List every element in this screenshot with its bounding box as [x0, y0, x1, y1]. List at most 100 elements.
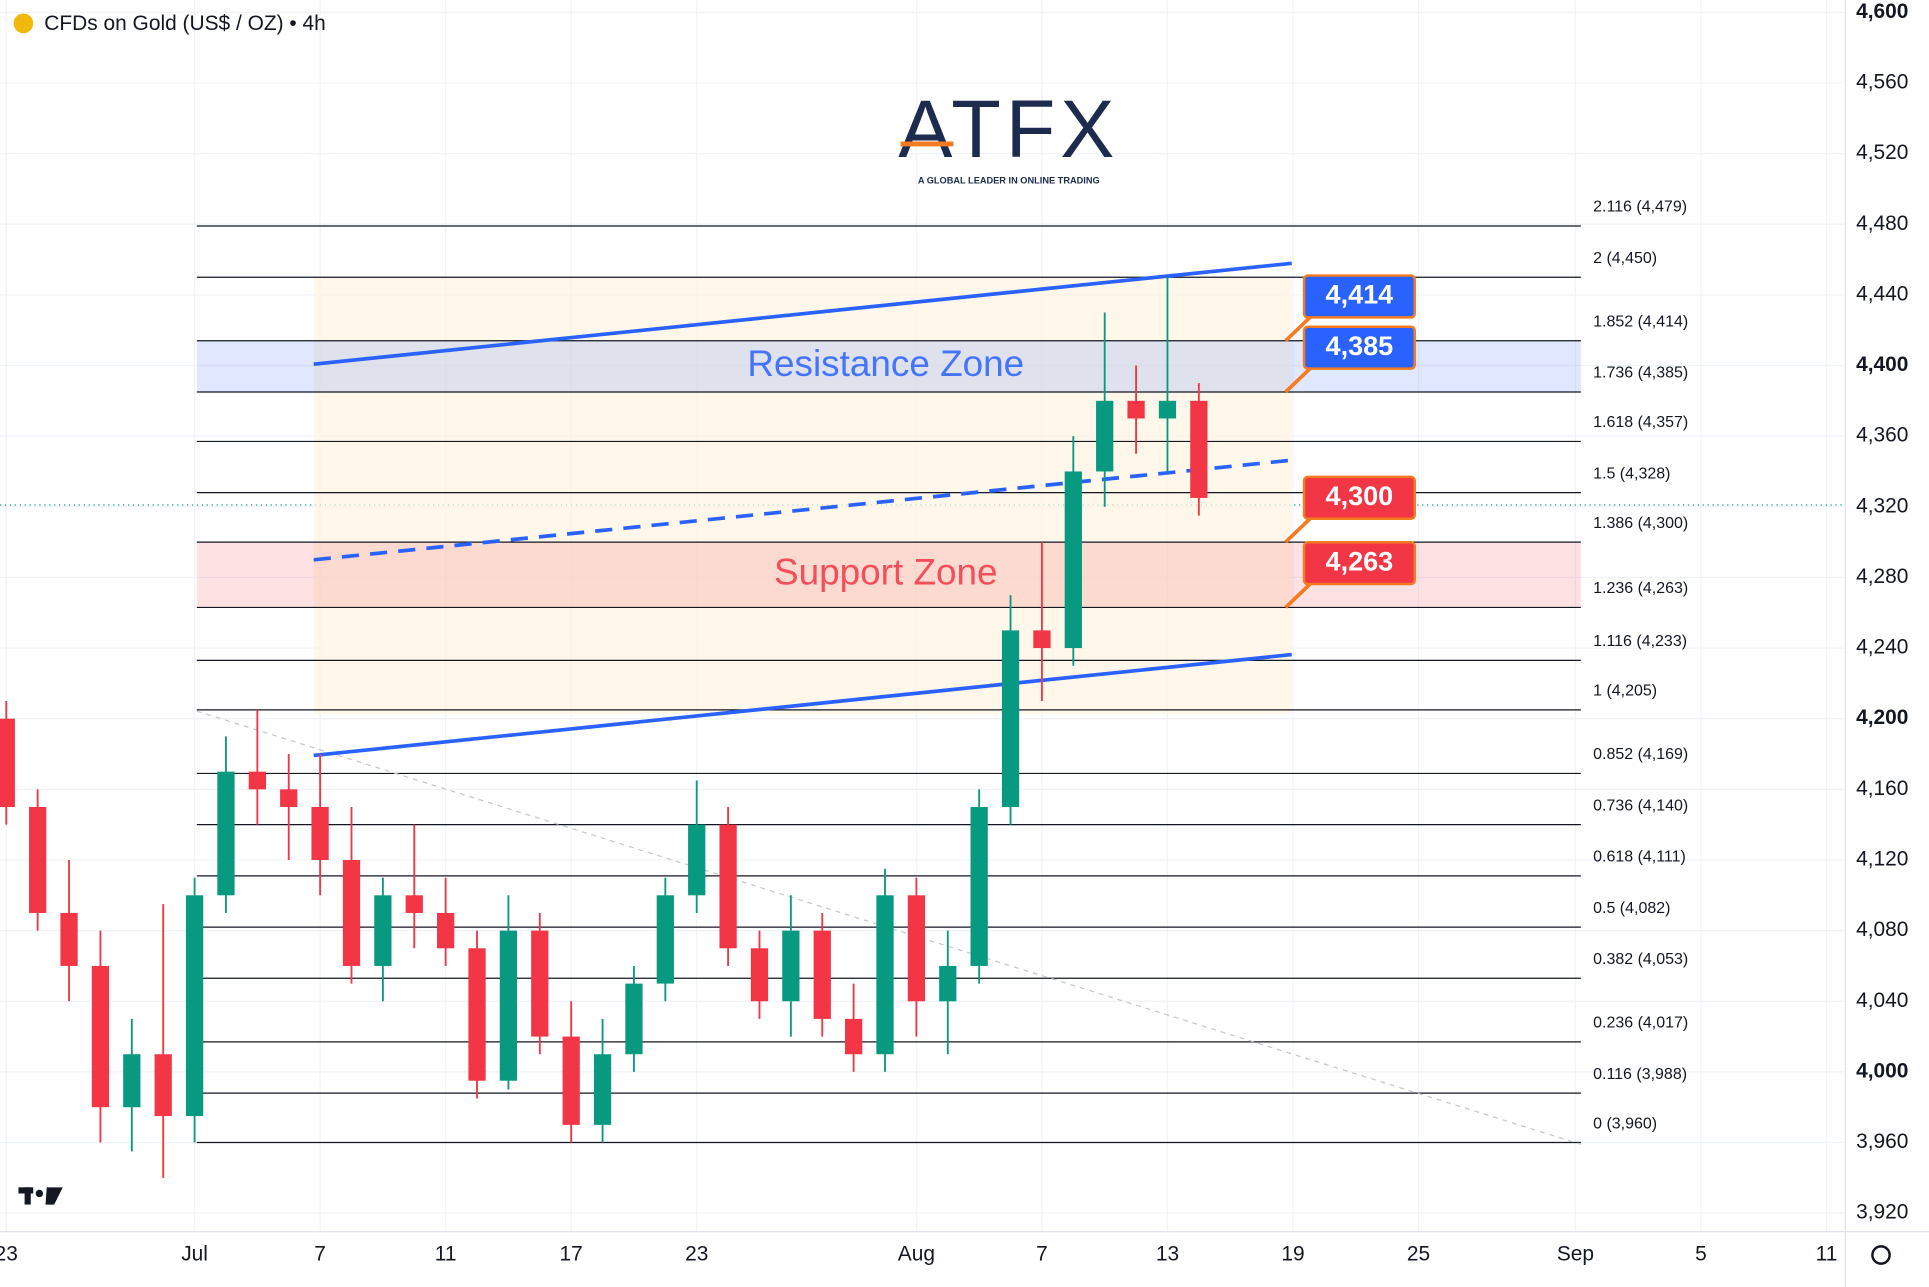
x-tick-label: 23	[685, 1243, 708, 1266]
candle-body	[342, 859, 361, 966]
candle-body	[123, 1054, 141, 1108]
candle-body	[217, 771, 235, 896]
x-tick-label: 7	[1036, 1243, 1048, 1266]
y-tick-label: 4,480	[1856, 212, 1908, 235]
channel-upper	[313, 261, 1292, 367]
y-tick-label: 4,280	[1856, 565, 1908, 588]
x-tick-label: 19	[1281, 1243, 1304, 1266]
candle-body	[688, 824, 706, 896]
candle-body	[499, 930, 518, 1081]
fib-label: 1 (4,205)	[1593, 683, 1657, 700]
x-tick-label: 23	[0, 1243, 18, 1266]
symbol-icon	[13, 13, 34, 34]
candle-body	[939, 965, 957, 1002]
channel-lower	[313, 652, 1292, 758]
fib-label: 1.852 (4,414)	[1593, 314, 1688, 331]
candle-body	[907, 895, 926, 1002]
candle-body	[1001, 630, 1020, 807]
candles	[0, 277, 1208, 1178]
y-tick-label: 4,160	[1856, 777, 1908, 800]
fib-label: 0.618 (4,111)	[1593, 849, 1686, 866]
candle-body	[280, 789, 298, 807]
candle-body	[60, 912, 78, 966]
candle-body	[185, 895, 204, 1117]
candle-body	[1096, 400, 1114, 472]
candle-body	[1158, 400, 1177, 419]
x-tick-label: 17	[560, 1243, 583, 1266]
tag-box	[1302, 475, 1416, 520]
candle-body	[374, 895, 392, 966]
candle-body	[1190, 400, 1208, 498]
x-tick-label: Sep	[1557, 1243, 1594, 1266]
x-tick-label: 5	[1695, 1243, 1707, 1266]
y-tick-label: 4,200	[1856, 706, 1908, 729]
fib-label: 1.116 (4,233)	[1593, 633, 1687, 650]
fib-label: 1.736 (4,385)	[1593, 365, 1688, 382]
candle-body	[0, 718, 15, 807]
y-tick-label: 4,360	[1856, 424, 1908, 447]
y-tick-label: 4,080	[1856, 918, 1908, 941]
y-tick-label: 4,000	[1856, 1059, 1908, 1082]
candle-body	[531, 930, 549, 1037]
fib-label: 2 (4,450)	[1593, 250, 1657, 267]
logo: ATFX A GLOBAL LEADER IN ONLINE TRADING	[898, 84, 1119, 186]
candle-body	[719, 824, 737, 949]
fib-label: 0.236 (4,017)	[1593, 1015, 1688, 1032]
candle-body	[656, 895, 674, 984]
tag-box	[1302, 541, 1416, 586]
channel-mid	[313, 458, 1292, 562]
candle-body	[468, 948, 486, 1081]
y-tick-label: 4,040	[1856, 989, 1908, 1012]
candle-body	[593, 1054, 612, 1125]
y-tick-label: 4,440	[1856, 282, 1908, 305]
tv-logo	[18, 1187, 63, 1205]
zone-label: Support Zone	[774, 552, 998, 593]
fib-label: 0 (3,960)	[1593, 1115, 1657, 1132]
x-tick-label: 7	[314, 1243, 326, 1266]
settings-icon[interactable]	[1871, 1245, 1891, 1265]
fib-label: 2.116 (4,479)	[1593, 199, 1687, 216]
candle-body	[1064, 471, 1082, 649]
candle-body	[91, 965, 110, 1108]
candle-body	[248, 771, 266, 790]
candle-body	[813, 930, 831, 1019]
candle-body	[562, 1036, 580, 1125]
fib-label: 1.386 (4,300)	[1593, 515, 1688, 532]
y-tick-label: 3,960	[1856, 1130, 1908, 1153]
price-tags: 4,414 4,385 4,300 4,263	[1284, 274, 1416, 609]
candle-body	[750, 948, 769, 1002]
logo-name: ATFX	[898, 84, 1119, 175]
x-tick-label: Aug	[898, 1243, 935, 1266]
y-tick-label: 4,560	[1856, 70, 1908, 93]
x-tick-label: Jul	[181, 1243, 208, 1266]
candle-body	[1033, 630, 1051, 649]
channel-fill	[313, 278, 1292, 714]
y-tick-label: 4,400	[1856, 353, 1908, 376]
tag-box	[1302, 274, 1416, 319]
fib-label: 0.116 (3,988)	[1593, 1066, 1687, 1083]
fib-label: 1.5 (4,328)	[1593, 465, 1670, 482]
y-tick-label: 4,320	[1856, 494, 1908, 517]
tag-label: 4,385	[1326, 331, 1394, 361]
candle-body	[970, 806, 988, 966]
x-tick-label: 11	[1816, 1243, 1838, 1266]
candle-body	[876, 895, 894, 1055]
y-tick-label: 3,920	[1856, 1201, 1908, 1224]
fib-label: 0.852 (4,169)	[1593, 746, 1688, 763]
x-tick-label: 13	[1156, 1243, 1179, 1266]
fib-label: 1.236 (4,263)	[1593, 580, 1688, 597]
y-tick-label: 4,600	[1856, 0, 1908, 23]
candle-body	[844, 1018, 863, 1055]
candle-body	[29, 806, 47, 913]
x-tick-label: 25	[1407, 1243, 1430, 1266]
tag-label: 4,300	[1326, 481, 1394, 511]
axes: 3,920 3,960 4,000 4,040 4,080 4,120 4,160 4,200…	[0, 0, 1908, 1266]
candle-body	[154, 1054, 172, 1117]
logo-tagline: A GLOBAL LEADER IN ONLINE TRADING	[918, 175, 1100, 185]
candle-body	[1127, 400, 1145, 419]
tag-box	[1302, 325, 1416, 370]
fib-label: 0.382 (4,053)	[1593, 951, 1688, 968]
candle-body	[437, 912, 455, 949]
